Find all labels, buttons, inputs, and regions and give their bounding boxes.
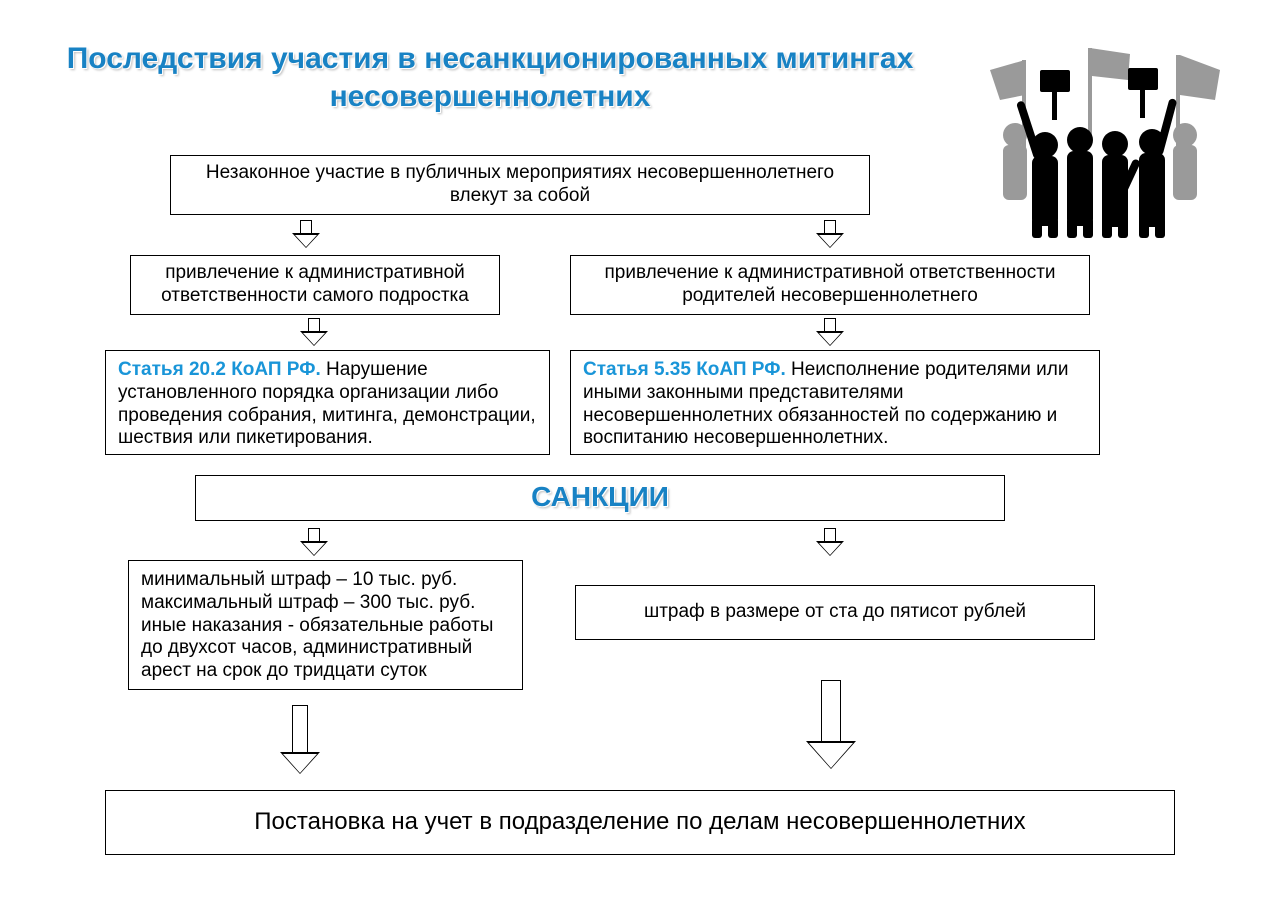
arrow-icon bbox=[292, 220, 320, 248]
arrow-icon bbox=[806, 680, 856, 770]
sanctions-left: минимальный штраф – 10 тыс. руб. максима… bbox=[128, 560, 523, 690]
final-box: Постановка на учет в подразделение по де… bbox=[105, 790, 1175, 855]
flow-right-level1: привлечение к административной ответстве… bbox=[570, 255, 1090, 315]
diagram-canvas: Последствия участия в несанкционированны… bbox=[0, 0, 1280, 905]
protest-crowd-icon bbox=[970, 40, 1230, 240]
sanctions-left-text: минимальный штраф – 10 тыс. руб. максима… bbox=[141, 569, 510, 683]
arrow-icon bbox=[300, 318, 328, 346]
page-title: Последствия участия в несанкционированны… bbox=[60, 40, 920, 115]
sanctions-right-text: штраф в размере от ста до пятисот рублей bbox=[644, 601, 1026, 624]
flow-left-law-content: Статья 20.2 КоАП РФ. Нарушение установле… bbox=[118, 359, 537, 450]
flow-left-level1-text: привлечение к административной ответстве… bbox=[143, 262, 487, 308]
arrow-icon bbox=[816, 220, 844, 248]
flow-left-law: Статья 20.2 КоАП РФ. Нарушение установле… bbox=[105, 350, 550, 455]
flow-right-level1-text: привлечение к административной ответстве… bbox=[583, 262, 1077, 308]
arrow-icon bbox=[816, 528, 844, 556]
flow-left-level1: привлечение к административной ответстве… bbox=[130, 255, 500, 315]
law-ref-left: Статья 20.2 КоАП РФ. bbox=[118, 359, 321, 380]
flow-right-law-content: Статья 5.35 КоАП РФ. Неисполнение родите… bbox=[583, 359, 1087, 450]
arrow-icon bbox=[280, 705, 320, 775]
final-text: Постановка на учет в подразделение по де… bbox=[254, 808, 1025, 837]
arrow-icon bbox=[816, 318, 844, 346]
flow-root: Незаконное участие в публичных мероприят… bbox=[170, 155, 870, 215]
sanctions-heading: САНКЦИИ bbox=[520, 481, 680, 513]
flow-right-law: Статья 5.35 КоАП РФ. Неисполнение родите… bbox=[570, 350, 1100, 455]
law-ref-right: Статья 5.35 КоАП РФ. bbox=[583, 359, 786, 380]
sanctions-right: штраф в размере от ста до пятисот рублей bbox=[575, 585, 1095, 640]
arrow-icon bbox=[300, 528, 328, 556]
flow-root-text: Незаконное участие в публичных мероприят… bbox=[183, 162, 857, 208]
